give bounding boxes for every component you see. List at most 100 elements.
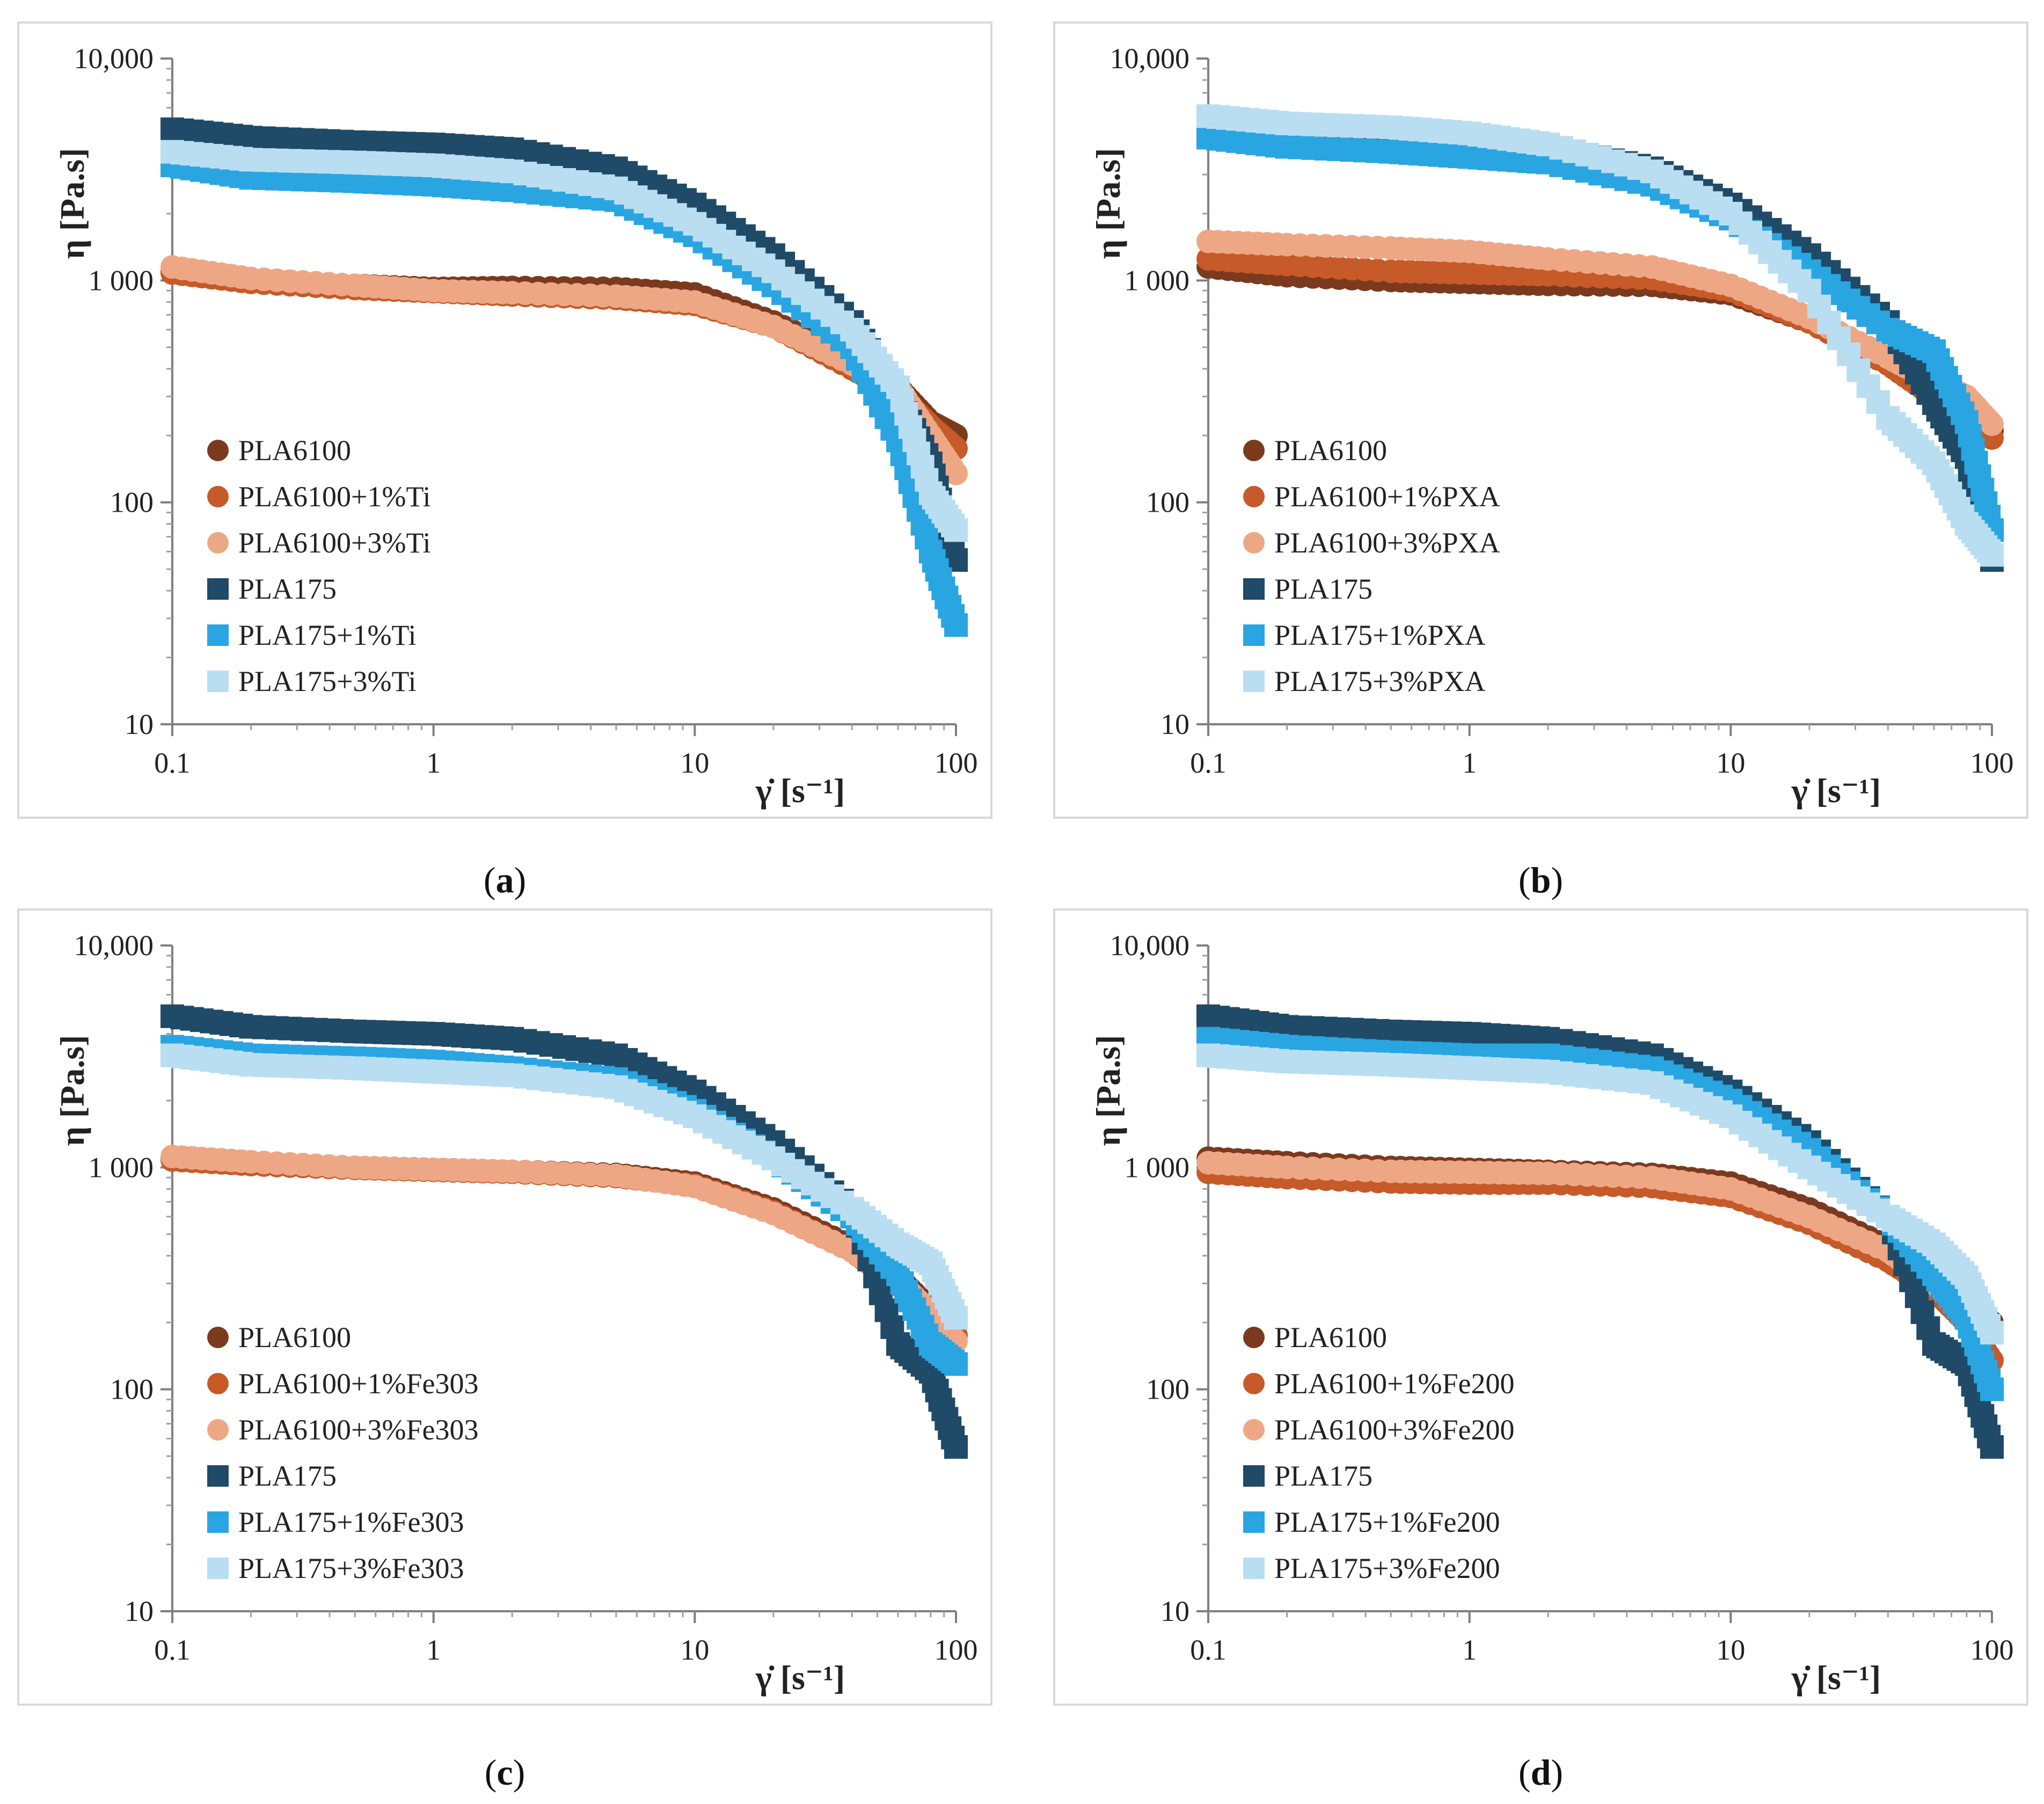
legend-marker xyxy=(1243,624,1265,646)
y-tick-label: 10 xyxy=(1160,1595,1189,1627)
y-tick-label: 10,000 xyxy=(1110,929,1190,962)
x-axis-title: γ̇ [s⁻¹] xyxy=(1791,772,1881,810)
data-point xyxy=(944,1435,968,1459)
data-point xyxy=(944,461,968,485)
chart-svg-d: 10 100 1 000 10,000 0.1 1 10 100 η [Pa.s] γ̇ [s⁻¹… xyxy=(1089,929,2014,1697)
chart-panel-d: 10 100 1 000 10,000 0.1 1 10 100 η [Pa.s] γ̇ [s⁻¹… xyxy=(1053,908,2028,1706)
y-tick-label: 10,000 xyxy=(74,42,154,75)
data-point xyxy=(1980,1435,2004,1459)
legend: PLA6100 PLA6100+1%Ti PLA6100+3%Ti PLA175 PLA… xyxy=(207,434,431,697)
y-tick-label: 10 xyxy=(125,708,154,740)
y-tick-label: 10,000 xyxy=(1110,42,1190,75)
legend-label: PLA6100+3%PXA xyxy=(1274,527,1500,559)
x-axis-title: γ̇ [s⁻¹] xyxy=(1791,1658,1881,1697)
legend-label: PLA6100+1%PXA xyxy=(1274,481,1500,513)
caption-d: (d) xyxy=(1518,1752,1564,1793)
y-tick-label: 1 000 xyxy=(1125,264,1190,296)
chart-svg-b: 10 100 1 000 10,000 0.1 1 10 100 η [Pa.s] γ̇ [s⁻¹… xyxy=(1089,42,2014,810)
legend-label: PLA6100+1%Fe200 xyxy=(1274,1367,1514,1400)
y-tick-label: 100 xyxy=(1146,486,1189,519)
data-point xyxy=(944,1352,968,1376)
series-PLA175+3%Fe303 xyxy=(160,1043,968,1330)
y-axis-title: η [Pa.s] xyxy=(53,148,91,259)
series-PLA175+3%Ti xyxy=(160,140,968,542)
x-tick-label: 0.1 xyxy=(154,1634,191,1666)
legend-label: PLA175+1%PXA xyxy=(1274,619,1485,651)
caption-letter-a: a xyxy=(495,860,514,900)
y-tick-label: 100 xyxy=(110,1373,154,1406)
legend: PLA6100 PLA6100+1%Fe303 PLA6100+3%Fe303 PLA… xyxy=(207,1321,478,1584)
data-point xyxy=(1980,412,2004,437)
y-tick-label: 100 xyxy=(110,486,154,519)
y-axis-title: η [Pa.s] xyxy=(1089,1035,1127,1146)
x-tick-label: 10 xyxy=(680,747,709,779)
x-tick-label: 100 xyxy=(1970,1634,2014,1666)
legend-marker xyxy=(207,1327,229,1348)
data-point xyxy=(1980,1321,2004,1345)
legend-marker xyxy=(1243,671,1265,692)
x-tick-label: 10 xyxy=(1716,1634,1745,1666)
chart-panel-a: 10 100 1 000 10,000 0.1 1 10 100 η [Pa.s] γ̇ [s⁻¹… xyxy=(17,21,992,819)
data-point xyxy=(944,518,968,542)
legend-marker xyxy=(207,671,229,692)
legend-label: PLA6100 xyxy=(238,434,351,467)
caption-letter-b: b xyxy=(1530,860,1551,900)
legend-marker xyxy=(1243,1465,1265,1487)
legend-marker xyxy=(1243,1419,1265,1441)
x-tick-label: 1 xyxy=(1462,747,1477,779)
legend-marker xyxy=(1243,1327,1265,1348)
legend-marker xyxy=(1243,578,1265,600)
legend-marker xyxy=(1243,532,1265,554)
data-point xyxy=(944,1306,968,1330)
x-tick-label: 100 xyxy=(935,747,978,779)
legend-label: PLA175+3%Fe200 xyxy=(1274,1552,1500,1584)
data-point xyxy=(1980,1377,2004,1401)
caption-c: (c) xyxy=(484,1752,525,1793)
y-tick-label: 10 xyxy=(125,1595,154,1627)
legend-marker xyxy=(207,624,229,646)
legend-marker xyxy=(207,1419,229,1441)
legend-marker xyxy=(1243,1558,1265,1579)
x-tick-label: 0.1 xyxy=(154,747,191,779)
legend-marker xyxy=(1243,1373,1265,1394)
legend-label: PLA175+1%Fe303 xyxy=(238,1506,464,1538)
legend-label: PLA6100+3%Fe303 xyxy=(238,1414,478,1446)
legend-label: PLA175 xyxy=(238,573,337,605)
x-tick-label: 10 xyxy=(680,1634,709,1666)
x-tick-label: 0.1 xyxy=(1190,1634,1227,1666)
y-tick-label: 100 xyxy=(1146,1373,1189,1406)
legend-marker xyxy=(207,1511,229,1533)
legend-marker xyxy=(1243,1511,1265,1533)
series-PLA175+1%Ti xyxy=(160,154,968,637)
legend-marker xyxy=(207,440,229,461)
legend-label: PLA6100+1%Fe303 xyxy=(238,1367,478,1400)
data-point xyxy=(1980,543,2004,567)
y-axis-title: η [Pa.s] xyxy=(53,1035,91,1146)
caption-letter-c: c xyxy=(497,1752,513,1793)
y-tick-label: 1 000 xyxy=(89,1151,154,1183)
legend: PLA6100 PLA6100+1%PXA PLA6100+3%PXA PLA175 P… xyxy=(1243,434,1500,697)
series-PLA175+3%PXA xyxy=(1196,104,2004,567)
data-points xyxy=(1196,104,2004,572)
data-points xyxy=(160,117,968,637)
legend-label: PLA175+1%Fe200 xyxy=(1274,1506,1500,1538)
legend-label: PLA6100 xyxy=(238,1321,351,1354)
legend-label: PLA175+3%Ti xyxy=(238,665,417,697)
chart-panel-c: 10 100 1 000 10,000 0.1 1 10 100 η [Pa.s] γ̇ [s⁻¹… xyxy=(17,908,992,1706)
legend-marker xyxy=(1243,440,1265,461)
legend-label: PLA175+3%PXA xyxy=(1274,665,1485,697)
legend-label: PLA6100 xyxy=(1274,1321,1387,1354)
chart-svg-a: 10 100 1 000 10,000 0.1 1 10 100 η [Pa.s] γ̇ [s⁻¹… xyxy=(53,42,978,810)
series-PLA175+3%Fe200 xyxy=(1196,1043,2004,1345)
x-tick-label: 1 xyxy=(426,747,441,779)
y-tick-label: 10 xyxy=(1160,708,1189,740)
caption-a: (a) xyxy=(483,860,527,900)
x-tick-label: 0.1 xyxy=(1190,747,1227,779)
legend-label: PLA175 xyxy=(1274,573,1373,605)
legend-marker xyxy=(207,1373,229,1394)
x-tick-label: 100 xyxy=(935,1634,978,1666)
x-tick-label: 100 xyxy=(1970,747,2014,779)
legend-label: PLA175 xyxy=(238,1460,337,1492)
legend-marker xyxy=(207,1465,229,1487)
legend-marker xyxy=(207,486,229,507)
